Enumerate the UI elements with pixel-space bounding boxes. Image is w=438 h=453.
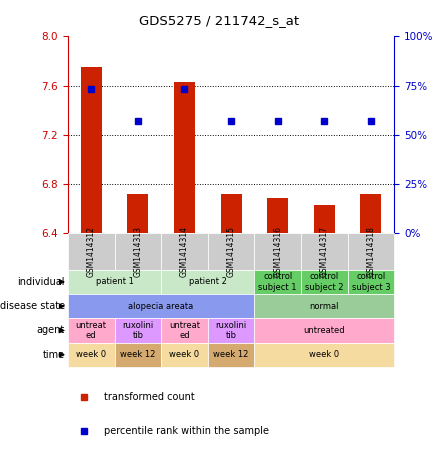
Text: control
subject 2: control subject 2 xyxy=(305,272,343,292)
Bar xyxy=(221,194,241,233)
Text: untreat
ed: untreat ed xyxy=(169,321,200,340)
Text: control
subject 3: control subject 3 xyxy=(352,272,390,292)
Text: percentile rank within the sample: percentile rank within the sample xyxy=(104,426,269,437)
Text: patient 2: patient 2 xyxy=(189,277,227,286)
Bar xyxy=(314,205,335,233)
Bar xyxy=(68,294,254,318)
Text: GSM1414315: GSM1414315 xyxy=(226,226,236,277)
Text: week 0: week 0 xyxy=(76,350,106,359)
Text: untreated: untreated xyxy=(304,326,345,335)
Bar xyxy=(254,342,394,367)
Text: week 12: week 12 xyxy=(120,350,155,359)
Text: agent: agent xyxy=(36,326,65,336)
Text: week 0: week 0 xyxy=(309,350,339,359)
Text: ruxolini
tib: ruxolini tib xyxy=(215,321,247,340)
Bar xyxy=(68,270,161,294)
Text: disease state: disease state xyxy=(0,301,65,311)
Text: transformed count: transformed count xyxy=(104,392,194,402)
Text: GSM1414314: GSM1414314 xyxy=(180,226,189,277)
Bar xyxy=(114,318,161,342)
Bar xyxy=(208,318,254,342)
Text: GDS5275 / 211742_s_at: GDS5275 / 211742_s_at xyxy=(139,14,299,27)
Bar xyxy=(81,67,102,233)
Bar xyxy=(161,318,208,342)
Bar xyxy=(267,198,288,233)
Bar xyxy=(174,82,195,233)
Bar xyxy=(301,233,348,270)
Text: ruxolini
tib: ruxolini tib xyxy=(122,321,153,340)
Bar xyxy=(208,342,254,367)
Bar xyxy=(68,233,114,270)
Text: control
subject 1: control subject 1 xyxy=(258,272,297,292)
Bar xyxy=(348,233,394,270)
Bar xyxy=(301,270,348,294)
Bar xyxy=(254,294,394,318)
Text: week 12: week 12 xyxy=(213,350,249,359)
Text: alopecia areata: alopecia areata xyxy=(128,302,194,311)
Text: GSM1414318: GSM1414318 xyxy=(367,226,375,277)
Bar xyxy=(114,233,161,270)
Text: normal: normal xyxy=(310,302,339,311)
Text: time: time xyxy=(42,350,65,360)
Text: GSM1414313: GSM1414313 xyxy=(133,226,142,277)
Bar xyxy=(161,342,208,367)
Bar xyxy=(208,233,254,270)
Bar xyxy=(68,342,114,367)
Text: GSM1414312: GSM1414312 xyxy=(87,226,95,277)
Text: untreat
ed: untreat ed xyxy=(76,321,107,340)
Bar xyxy=(254,318,394,342)
Text: GSM1414316: GSM1414316 xyxy=(273,226,282,277)
Text: GSM1414317: GSM1414317 xyxy=(320,226,329,277)
Bar xyxy=(68,318,114,342)
Bar xyxy=(161,270,254,294)
Bar xyxy=(254,233,301,270)
Bar xyxy=(114,342,161,367)
Text: patient 1: patient 1 xyxy=(95,277,134,286)
Bar xyxy=(360,194,381,233)
Bar xyxy=(348,270,394,294)
Bar xyxy=(127,194,148,233)
Bar xyxy=(161,233,208,270)
Text: week 0: week 0 xyxy=(170,350,199,359)
Text: individual: individual xyxy=(17,277,65,287)
Bar xyxy=(254,270,301,294)
